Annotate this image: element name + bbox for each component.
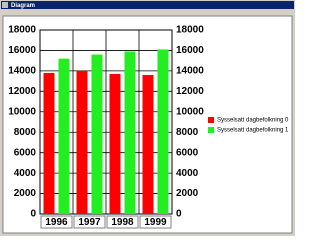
y-tick-label: 0 <box>30 209 36 220</box>
x-tick-label: 1996 <box>45 217 68 228</box>
y2-tick-label: 2000 <box>176 188 199 199</box>
window-title: Diagram <box>11 3 35 9</box>
y-tick-label: 4000 <box>14 168 37 179</box>
legend-swatch <box>208 127 214 133</box>
y-tick-label: 12000 <box>8 86 36 97</box>
plot-border <box>39 29 173 215</box>
y2-tick-label: 14000 <box>176 66 204 77</box>
y-tick-label: 18000 <box>8 25 36 36</box>
y-tick-label: 6000 <box>14 147 37 158</box>
bar <box>76 70 88 214</box>
y2-tick-label: 0 <box>176 209 182 220</box>
legend-label: Sysselsatt dagbefolkning 0 <box>217 118 289 124</box>
x-tick-label: 1998 <box>111 217 134 228</box>
y2-tick-label: 4000 <box>176 168 199 179</box>
y2-tick-label: 8000 <box>176 127 199 138</box>
y2-tick-label: 18000 <box>176 25 204 36</box>
y-tick-label: 2000 <box>14 188 37 199</box>
bar <box>142 74 154 214</box>
x-tick-label: 1997 <box>78 217 101 228</box>
x-tick-box <box>139 215 172 229</box>
x-tick-box <box>73 215 106 229</box>
title-bar <box>1 1 294 9</box>
bar <box>58 58 70 214</box>
x-tick-label: 1999 <box>144 217 167 228</box>
bar <box>157 49 169 214</box>
bar <box>124 51 136 214</box>
y2-tick-label: 12000 <box>176 86 204 97</box>
y2-tick-label: 10000 <box>176 106 204 117</box>
y-tick-label: 14000 <box>8 66 36 77</box>
x-tick-box <box>40 215 73 229</box>
y2-tick-label: 16000 <box>176 45 204 56</box>
legend-label: Sysselsatt dagbefolkning 1 <box>217 128 289 134</box>
bar <box>109 73 121 214</box>
window: Diagram 0 2000 4000 6000 8000 10000 12000 14000… <box>0 0 295 236</box>
y-tick-label: 16000 <box>8 45 36 56</box>
x-tick-box <box>106 215 139 229</box>
y-tick-label: 8000 <box>14 127 37 138</box>
bar <box>91 54 103 215</box>
window-icon <box>2 2 8 8</box>
legend-swatch <box>208 117 214 123</box>
y-tick-label: 10000 <box>8 106 36 117</box>
y2-tick-label: 6000 <box>176 147 199 158</box>
bar <box>43 72 55 214</box>
